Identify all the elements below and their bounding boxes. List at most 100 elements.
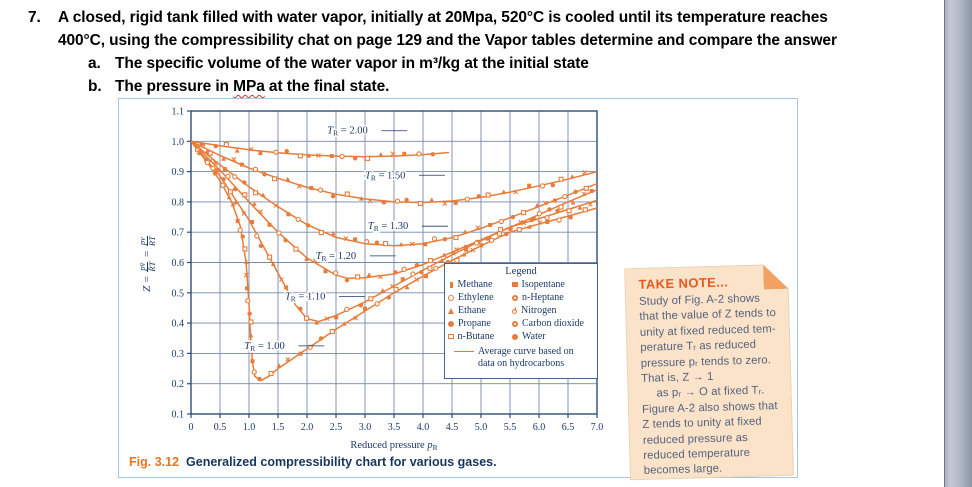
data-point-marker: [303, 315, 310, 321]
data-point-marker: [230, 201, 236, 207]
data-point-marker: [273, 149, 279, 155]
data-point-marker: [398, 242, 404, 247]
data-point-marker: [225, 173, 231, 179]
data-point-marker: [237, 227, 243, 233]
data-point-marker: [400, 277, 405, 282]
x-axis-label: Reduced pressure pR: [350, 440, 437, 452]
data-point-marker: [204, 148, 210, 154]
figure-caption-tag: Fig. 3.12: [129, 455, 180, 469]
y-tick-label: 0.9: [172, 167, 185, 178]
y-tick-label: 0.5: [172, 288, 185, 299]
data-point-marker: [473, 240, 480, 246]
data-point-marker: [543, 200, 548, 206]
data-point-marker: [386, 295, 392, 300]
legend-item-label: n-Heptane: [522, 292, 564, 303]
data-point-marker: [427, 258, 434, 264]
data-point-marker: [221, 156, 226, 161]
data-point-marker: [414, 277, 420, 282]
data-point-marker: [498, 218, 504, 225]
data-point-marker: [298, 306, 303, 312]
problem-line-2: 400°C, using the compressibility chat on…: [58, 32, 837, 49]
data-point-marker: [479, 243, 484, 248]
data-point-marker: [558, 204, 564, 210]
data-point-marker: [573, 189, 578, 194]
data-point-marker: [485, 192, 491, 198]
data-point-marker: [527, 224, 532, 229]
data-point-marker: [550, 182, 556, 188]
legend-item: Nitrogen: [512, 304, 594, 317]
item-b-label: b.: [88, 78, 102, 95]
legend-item: Ethane: [448, 304, 512, 317]
x-tick-label: 2.5: [330, 422, 343, 433]
data-point-marker: [330, 230, 336, 236]
data-point-marker: [404, 284, 410, 290]
data-point-marker: [454, 257, 460, 263]
tr-curve-label: TR = 1.00: [244, 341, 284, 353]
data-point-marker: [204, 159, 210, 166]
data-point-marker: [318, 229, 324, 236]
data-point-marker: [248, 146, 254, 152]
data-point-marker: [583, 185, 589, 191]
data-point-marker: [220, 182, 226, 188]
data-point-marker: [589, 188, 594, 193]
data-point-marker: [367, 198, 373, 204]
data-point-marker: [305, 223, 311, 228]
data-point-marker: [268, 370, 274, 377]
data-point-marker: [285, 357, 291, 362]
average-curve-line-icon: [454, 351, 474, 369]
data-point-marker: [232, 174, 238, 180]
data-point-marker: [232, 186, 238, 192]
data-point-marker: [306, 153, 312, 158]
data-point-marker: [270, 261, 276, 266]
data-point-marker: [417, 200, 423, 207]
tr-curve: [190, 140, 598, 204]
data-point-marker: [284, 285, 289, 290]
data-point-marker: [488, 222, 493, 227]
data-point-marker: [276, 363, 282, 368]
data-point-marker: [250, 219, 255, 224]
data-point-marker: [464, 245, 469, 250]
data-point-marker: [569, 174, 575, 179]
data-point-marker: [358, 196, 364, 201]
x-tick-label: 7.0: [591, 422, 604, 433]
legend-item: n-Heptane: [512, 291, 594, 304]
item-a-text: The specific volume of the water vapor i…: [115, 55, 589, 72]
data-point-marker: [260, 192, 266, 198]
data-point-marker: [344, 306, 350, 312]
data-point-marker: [531, 216, 536, 221]
y-tick-label: 0.6: [172, 258, 185, 269]
data-point-marker: [284, 148, 289, 154]
data-point-marker: [273, 203, 279, 208]
data-point-marker: [258, 209, 264, 215]
x-tick-label: 1.0: [243, 422, 256, 433]
data-point-marker: [470, 247, 476, 253]
data-point-marker: [243, 272, 249, 278]
dot-circle-marker-icon: [512, 320, 518, 327]
data-point-marker: [419, 270, 424, 275]
figure-caption: Fig. 3.12 Generalized compressibility cha…: [129, 455, 497, 469]
x-tick-label: 5.0: [475, 422, 488, 433]
axes: 0 0.5 1.0 1.5 2.0 2.5 3.0 3.5 4.0 4.5 5.0 5.5 6.0 6.5…: [172, 107, 604, 453]
data-point-marker: [516, 227, 522, 233]
x-tick-label: 0: [189, 422, 194, 433]
data-point-marker: [245, 298, 251, 304]
data-point-marker: [227, 189, 233, 195]
data-point-marker: [410, 271, 416, 277]
data-point-marker: [545, 219, 550, 224]
legend-item: Water: [512, 330, 594, 343]
data-point-marker: [510, 214, 516, 220]
data-point-marker: [240, 234, 245, 239]
legend-item-label: Methane: [457, 279, 493, 290]
data-point-marker: [222, 166, 227, 171]
tr-curve-label: TR = 1.10: [285, 291, 325, 303]
x-tick-label: 3.5: [388, 422, 401, 433]
data-point-marker: [582, 207, 588, 213]
data-point-marker: [461, 252, 467, 257]
data-point-marker: [442, 236, 448, 242]
data-point-marker: [527, 183, 532, 188]
data-point-marker: [288, 296, 294, 302]
figure-caption-text: Generalized compressibility chart for va…: [186, 455, 497, 469]
data-point-marker: [496, 231, 503, 237]
data-point-marker: [383, 240, 389, 247]
y-tick-label: 1.0: [172, 137, 185, 148]
